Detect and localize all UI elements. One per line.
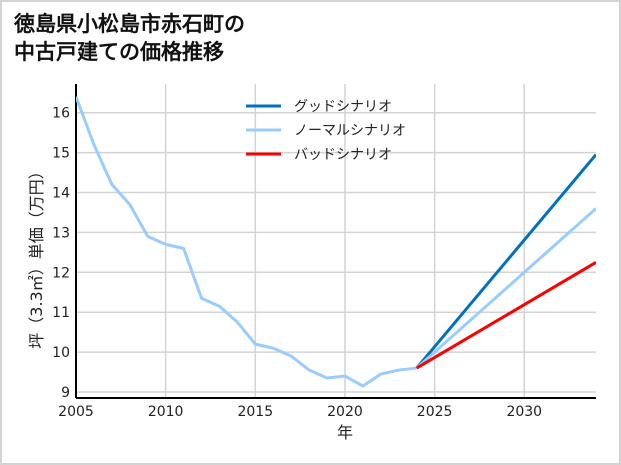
y-tick-label: 16 — [52, 106, 70, 122]
x-tick-label: 2020 — [327, 404, 363, 420]
y-tick-label: 9 — [61, 385, 70, 401]
series-line — [415, 261, 596, 370]
legend-label: バッドシナリオ — [294, 147, 392, 163]
x-tick-label: 2030 — [506, 404, 542, 420]
series-line — [415, 207, 596, 370]
title-line-1: 徳島県小松島市赤石町の — [14, 12, 245, 36]
y-tick-label: 15 — [52, 146, 70, 162]
y-tick-label: 10 — [52, 345, 70, 361]
y-tick-label: 11 — [52, 305, 70, 321]
series-line — [76, 96, 417, 388]
y-tick-label: 12 — [52, 265, 70, 281]
legend-label: ノーマルシナリオ — [294, 123, 406, 139]
y-tick-label: 13 — [52, 225, 70, 241]
y-axis-label: 坪（3.3㎡）単価（万円） — [27, 163, 46, 348]
x-axis-label: 年 — [337, 423, 353, 442]
chart-title: 徳島県小松島市赤石町の 中古戸建ての価格推移 — [14, 10, 245, 66]
series-line — [415, 153, 596, 370]
x-tick-label: 2005 — [58, 404, 94, 420]
legend-label: グッドシナリオ — [294, 99, 392, 115]
x-tick-label: 2010 — [148, 404, 184, 420]
title-line-2: 中古戸建ての価格推移 — [14, 40, 224, 64]
x-tick-label: 2015 — [237, 404, 273, 420]
y-tick-label: 14 — [52, 186, 70, 202]
x-tick-label: 2025 — [417, 404, 453, 420]
